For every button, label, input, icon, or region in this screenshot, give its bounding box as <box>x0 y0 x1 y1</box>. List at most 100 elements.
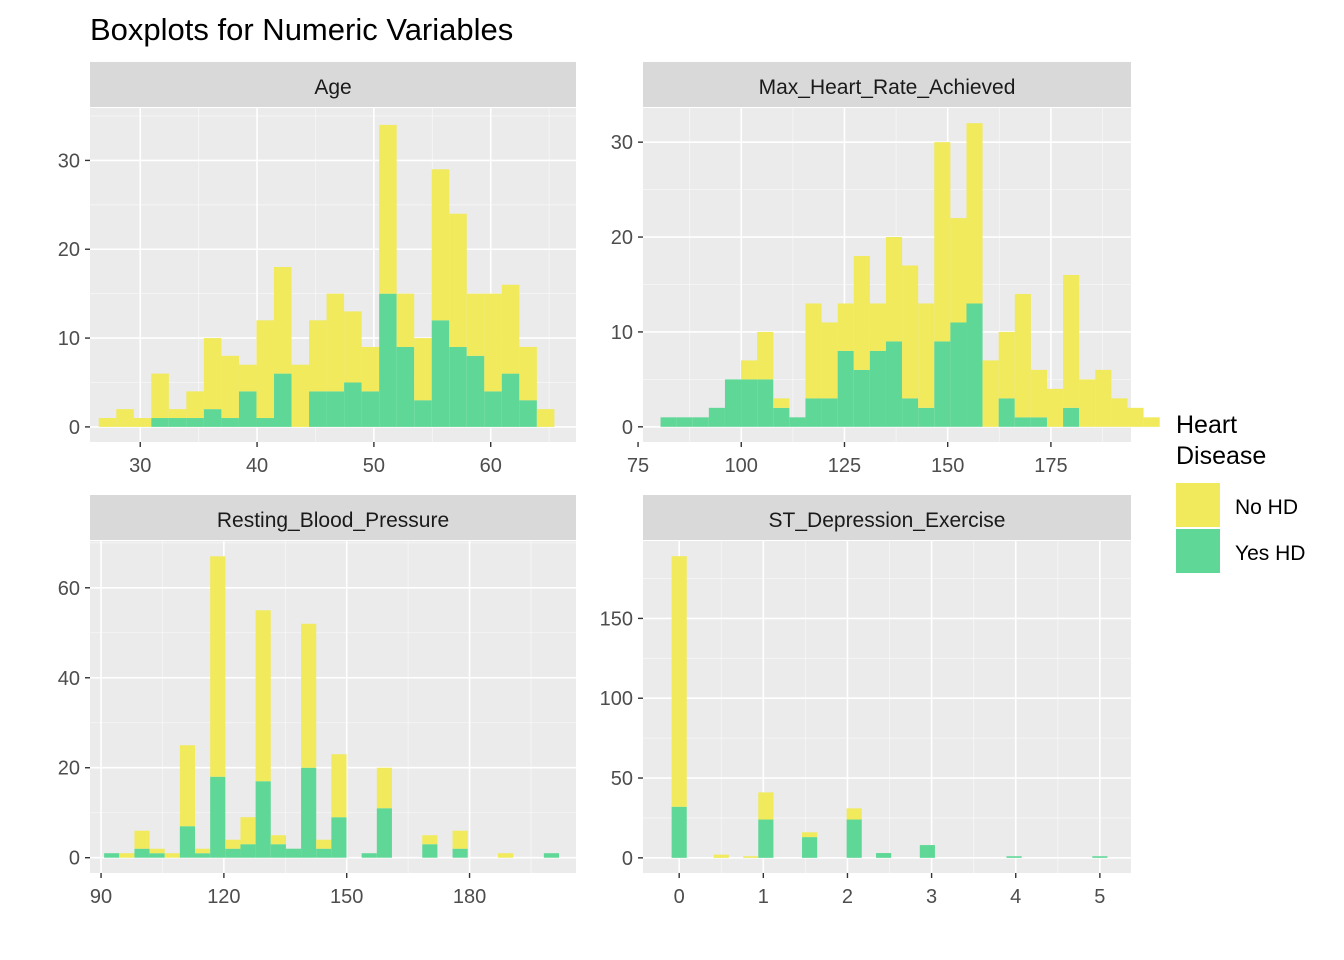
facet-strip <box>90 62 576 107</box>
legend-key-yes-hd <box>1176 529 1220 573</box>
y-tick-label: 0 <box>69 848 80 870</box>
x-tick-label: 5 <box>1094 886 1105 908</box>
panel-age: Age 30 40 50 60 0 10 20 30 <box>58 62 576 477</box>
bar-no-hd <box>805 303 822 399</box>
figure-title: Boxplots for Numeric Variables <box>90 12 513 47</box>
bar-yes-hd <box>1063 407 1080 427</box>
x-tick-label: 125 <box>828 455 861 477</box>
bar-yes-hd <box>708 407 725 427</box>
bar-yes-hd <box>918 407 935 427</box>
bar-yes-hd <box>501 373 520 427</box>
bar-yes-hd <box>274 373 292 427</box>
bar-yes-hd <box>238 391 257 427</box>
bar-no-hd <box>934 142 951 342</box>
y-tick-label: 30 <box>58 150 80 172</box>
bar-no-hd <box>1143 417 1160 427</box>
bar-no-hd <box>1079 379 1096 427</box>
bar-yes-hd <box>837 350 854 427</box>
bar-yes-hd <box>168 418 187 427</box>
y-tick-label: 40 <box>58 668 80 690</box>
facet-strip-label: Age <box>314 76 351 99</box>
facet-strip-label: Resting_Blood_Pressure <box>217 509 449 532</box>
legend-key-no-hd <box>1176 483 1220 527</box>
bar-no-hd <box>519 346 537 401</box>
bar-yes-hd <box>255 781 271 858</box>
bar-yes-hd <box>1014 417 1031 427</box>
bar-yes-hd <box>301 767 317 858</box>
bar-yes-hd <box>853 369 870 427</box>
bar-yes-hd <box>422 844 438 858</box>
bar-yes-hd <box>869 350 886 427</box>
bar-no-hd <box>164 853 180 858</box>
facet-strip <box>643 62 1131 107</box>
bar-yes-hd <box>309 391 327 427</box>
bar-yes-hd <box>186 418 204 427</box>
bar-yes-hd <box>361 391 380 427</box>
bar-no-hd <box>743 856 759 858</box>
x-tick-label: 50 <box>363 455 385 477</box>
bar-no-hd <box>134 830 150 849</box>
bar-yes-hd <box>885 341 903 427</box>
bar-yes-hd <box>966 303 983 427</box>
bar-no-hd <box>1030 369 1047 418</box>
x-tick-label: 90 <box>90 886 112 908</box>
bar-yes-hd <box>331 817 347 858</box>
bar-no-hd <box>1111 398 1128 427</box>
bar-no-hd <box>255 610 271 782</box>
bar-no-hd <box>501 284 520 374</box>
bar-yes-hd <box>396 346 415 427</box>
bar-yes-hd <box>543 853 560 858</box>
bar-no-hd <box>1095 369 1112 427</box>
bar-yes-hd <box>724 379 742 427</box>
bar-no-hd <box>998 331 1015 399</box>
bar-yes-hd <box>256 418 275 427</box>
bar-no-hd <box>270 835 286 845</box>
y-tick-label: 20 <box>58 239 80 261</box>
bar-yes-hd <box>773 407 790 427</box>
bar-no-hd <box>773 398 790 408</box>
bar-no-hd <box>168 409 187 419</box>
x-tick-label: 180 <box>453 886 486 908</box>
bar-no-hd <box>837 303 854 351</box>
bar-no-hd <box>274 267 292 374</box>
bar-yes-hd <box>270 844 286 858</box>
bar-no-hd <box>119 853 135 858</box>
bar-yes-hd <box>195 853 211 858</box>
x-tick-label: 30 <box>129 455 151 477</box>
bar-no-hd <box>1127 407 1144 427</box>
bar-yes-hd <box>846 819 862 858</box>
bar-no-hd <box>133 418 152 427</box>
bar-yes-hd <box>466 355 485 427</box>
x-tick-label: 40 <box>246 455 268 477</box>
bar-yes-hd <box>741 379 758 427</box>
bar-yes-hd <box>821 398 838 427</box>
bar-no-hd <box>291 364 310 427</box>
bar-no-hd <box>379 124 397 294</box>
panel-resting-blood-pressure: Resting_Blood_Pressure 90 120 150 180 0 20 40 60 <box>58 495 576 908</box>
bar-no-hd <box>671 556 687 807</box>
x-tick-label: 75 <box>627 455 649 477</box>
y-tick-label: 100 <box>600 688 633 710</box>
bar-yes-hd <box>203 409 222 427</box>
bar-no-hd <box>179 745 196 827</box>
bar-no-hd <box>741 360 758 380</box>
bar-no-hd <box>853 256 870 370</box>
bar-no-hd <box>326 293 345 392</box>
bar-yes-hd <box>452 848 468 858</box>
bar-yes-hd <box>134 848 150 858</box>
bar-yes-hd <box>431 320 450 427</box>
bar-yes-hd <box>179 826 196 858</box>
bar-no-hd <box>195 848 211 854</box>
bar-no-hd <box>225 839 241 849</box>
bar-no-hd <box>466 293 485 356</box>
bar-yes-hd <box>998 398 1015 427</box>
bar-no-hd <box>966 123 983 304</box>
bar-no-hd <box>238 364 257 392</box>
bar-no-hd <box>869 303 886 351</box>
facet-strip <box>643 495 1131 540</box>
bar-yes-hd <box>149 853 165 858</box>
x-tick-label: 100 <box>725 455 758 477</box>
bar-yes-hd <box>449 346 467 427</box>
bar-yes-hd <box>361 853 377 858</box>
panel-max-heart-rate: Max_Heart_Rate_Achieved 75 100 125 150 175 0 10… <box>611 62 1160 477</box>
